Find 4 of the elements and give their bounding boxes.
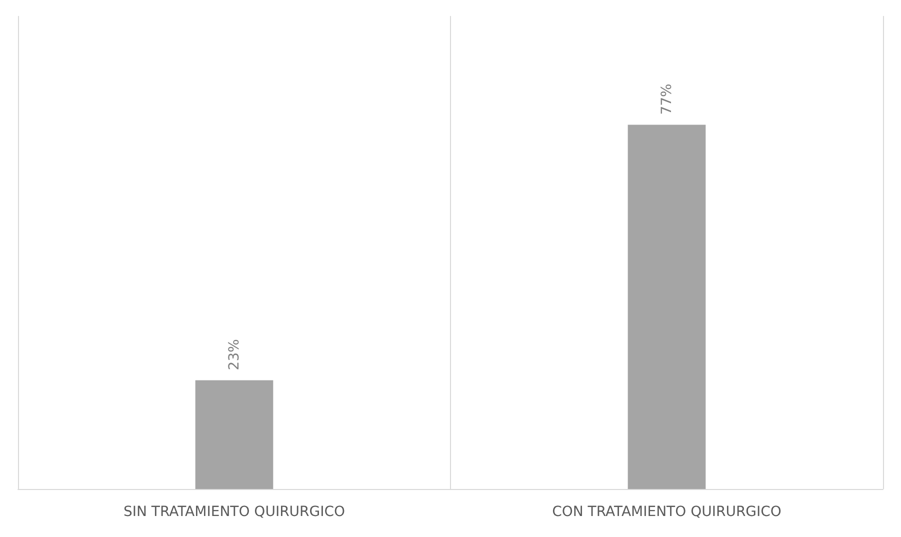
x-tick-label: SIN TRATAMIENTO QUIRURGICO bbox=[123, 504, 346, 520]
x-tick-label: CON TRATAMIENTO QUIRURGICO bbox=[552, 504, 782, 520]
data-label: 77% bbox=[658, 84, 675, 115]
data-label: 23% bbox=[226, 339, 242, 370]
